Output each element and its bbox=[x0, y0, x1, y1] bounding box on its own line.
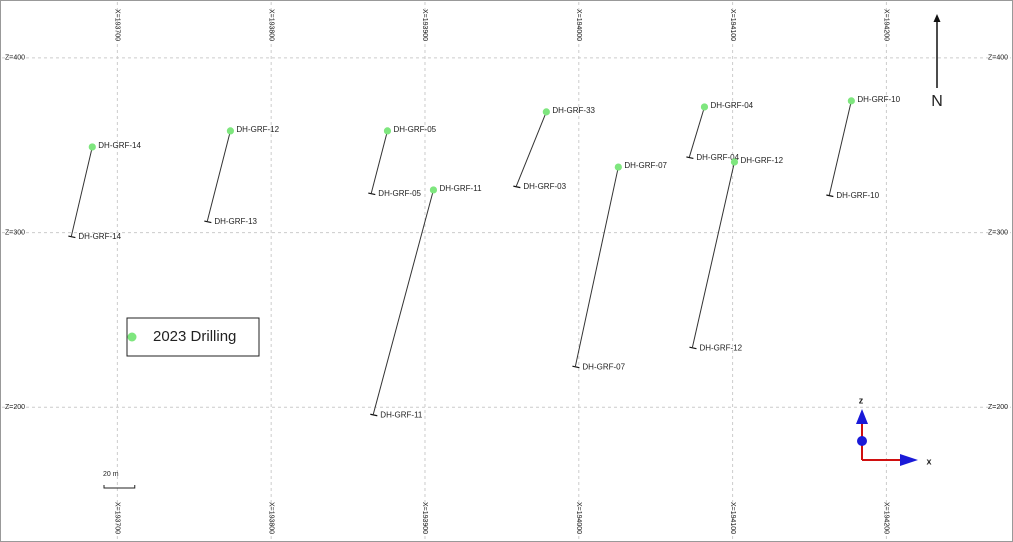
collar-marker bbox=[429, 186, 438, 194]
axis-triad: z x bbox=[856, 395, 932, 466]
scale-line bbox=[103, 485, 136, 489]
legend-label: 2023 Drilling bbox=[153, 328, 236, 345]
y-tick-label: Z=300 bbox=[988, 229, 1008, 236]
x-tick-label: X=194200 bbox=[883, 9, 890, 41]
x-head bbox=[900, 454, 918, 466]
collar-marker bbox=[226, 127, 235, 135]
collar-marker bbox=[88, 143, 96, 151]
legend-box bbox=[126, 317, 260, 357]
x-tick-label: X=194000 bbox=[575, 502, 582, 534]
drill-trace bbox=[828, 100, 852, 196]
collar-label: DH-GRF-10 bbox=[857, 95, 900, 104]
x-tick-label: X=193800 bbox=[267, 502, 274, 534]
toe-marker bbox=[513, 185, 521, 189]
y-tick-label: Z=400 bbox=[988, 55, 1008, 62]
collar-marker bbox=[383, 127, 392, 135]
y-tick-label: Z=200 bbox=[988, 404, 1008, 411]
y-tick-label: Z=200 bbox=[5, 404, 25, 411]
toe-marker bbox=[572, 365, 580, 369]
north-arrow: N bbox=[931, 14, 943, 110]
collar-marker bbox=[847, 97, 855, 105]
toe-marker bbox=[686, 156, 694, 160]
collar-marker bbox=[700, 103, 709, 111]
drill-trace bbox=[372, 189, 434, 415]
collar-label: DH-GRF-14 bbox=[98, 141, 141, 150]
collar-marker bbox=[730, 158, 739, 166]
toe-marker bbox=[826, 194, 834, 198]
toe-label: DH-GRF-07 bbox=[582, 362, 625, 371]
toe-marker bbox=[204, 220, 212, 224]
drill-trace bbox=[370, 130, 388, 194]
z-label: z bbox=[859, 395, 864, 405]
drill-trace bbox=[574, 166, 619, 367]
drill-holes: DH-GRF-14 DH-GRF-14 DH-GRF-12 DH-GRF-13 DH-G… bbox=[68, 95, 901, 419]
legend-marker bbox=[127, 332, 137, 342]
x-tick-label: X=193900 bbox=[421, 9, 428, 41]
toe-label: DH-GRF-14 bbox=[78, 232, 121, 241]
toe-label: DH-GRF-11 bbox=[380, 410, 423, 419]
scale-bar: 20 m bbox=[103, 471, 136, 489]
drill-trace bbox=[691, 161, 735, 348]
drill-trace bbox=[206, 130, 231, 222]
toe-label: DH-GRF-03 bbox=[523, 182, 566, 191]
x-label: x bbox=[926, 456, 931, 466]
toe-marker bbox=[68, 235, 76, 239]
collar-label: DH-GRF-12 bbox=[236, 125, 279, 134]
collar-label: DH-GRF-33 bbox=[552, 106, 595, 115]
collar-label: DH-GRF-12 bbox=[740, 156, 783, 165]
z-head bbox=[856, 409, 868, 424]
x-tick-label: X=193700 bbox=[114, 9, 121, 41]
drill-trace bbox=[70, 146, 93, 237]
drill-trace bbox=[515, 111, 547, 187]
drill-trace bbox=[688, 106, 705, 158]
y-tick-label: Z=300 bbox=[5, 229, 25, 236]
collar-label: DH-GRF-04 bbox=[710, 101, 753, 110]
north-label: N bbox=[931, 93, 943, 110]
x-tick-label: X=194100 bbox=[729, 502, 736, 534]
collar-label: DH-GRF-11 bbox=[439, 184, 482, 193]
x-tick-label: X=194000 bbox=[575, 9, 582, 41]
x-tick-label: X=194100 bbox=[729, 9, 736, 41]
toe-label: DH-GRF-04 bbox=[696, 153, 739, 162]
legend: 2023 Drilling bbox=[126, 317, 260, 357]
collar-marker bbox=[542, 108, 550, 116]
x-tick-label: X=193700 bbox=[114, 502, 121, 534]
origin-dot bbox=[857, 436, 867, 446]
toe-label: DH-GRF-12 bbox=[699, 343, 742, 352]
toe-label: DH-GRF-10 bbox=[836, 191, 879, 200]
toe-label: DH-GRF-05 bbox=[378, 189, 421, 198]
x-tick-label: X=193900 bbox=[421, 502, 428, 534]
collar-label: DH-GRF-05 bbox=[393, 125, 436, 134]
toe-label: DH-GRF-13 bbox=[214, 217, 257, 226]
toe-marker bbox=[689, 346, 697, 350]
y-tick-label: Z=400 bbox=[5, 55, 25, 62]
collar-label: DH-GRF-07 bbox=[624, 161, 667, 170]
toe-marker bbox=[368, 192, 376, 196]
collar-marker bbox=[614, 163, 622, 171]
x-tick-label: X=194200 bbox=[883, 502, 890, 534]
scale-label: 20 m bbox=[103, 471, 119, 478]
toe-marker bbox=[370, 413, 378, 417]
north-head bbox=[933, 14, 941, 22]
x-tick-label: X=193800 bbox=[267, 9, 274, 41]
